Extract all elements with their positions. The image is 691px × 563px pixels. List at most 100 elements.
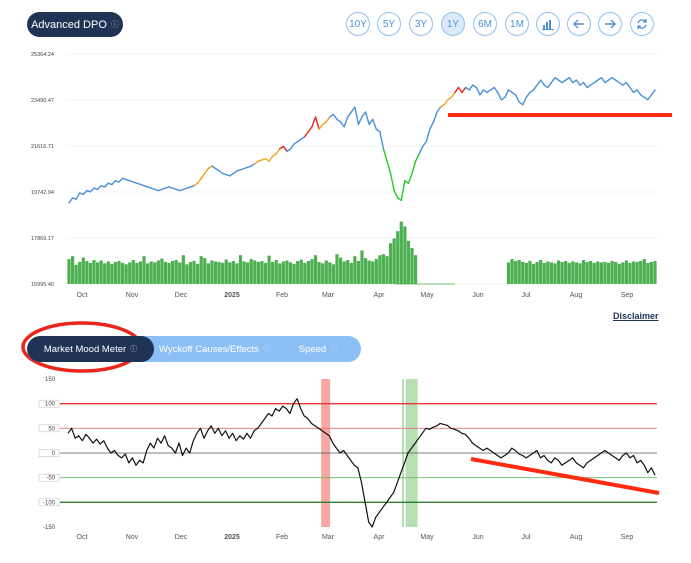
info-icon[interactable]: ⓘ (110, 20, 119, 29)
volume-bar (578, 263, 582, 284)
volume-bar (278, 263, 282, 284)
price-line-segment (550, 76, 556, 84)
x-tick-label: Nov (126, 534, 139, 541)
price-line-segment (536, 79, 542, 86)
volume-bar (585, 261, 589, 284)
price-line-segment (479, 89, 485, 96)
volume-bar (274, 260, 278, 284)
volume-bar (296, 260, 300, 284)
price-line-segment (600, 76, 606, 84)
y-tick-label: 150 (45, 377, 56, 383)
price-line-segment (372, 118, 377, 130)
price-line-segment (586, 84, 592, 89)
volume-bar (642, 259, 646, 284)
volume-bar (313, 255, 318, 284)
price-line-segment (554, 76, 560, 81)
price-line-segment (518, 101, 524, 106)
volume-bar (221, 262, 225, 284)
price-line-segment (400, 180, 406, 202)
price-line-segment (564, 76, 570, 81)
price-line-segment (489, 86, 495, 91)
volume-bar (231, 260, 235, 284)
volume-bar (188, 261, 193, 284)
volume-bar (571, 261, 575, 284)
x-tick-label: May (420, 292, 434, 299)
arrow-left-button[interactable] (567, 12, 591, 36)
x-tick-label: Sep (621, 292, 634, 299)
price-line-segment (82, 189, 88, 195)
range-button-1m[interactable]: 1M (505, 12, 529, 36)
volume-bar (117, 260, 121, 284)
price-line-segment (507, 89, 513, 94)
price-line-segment (118, 177, 124, 183)
x-tick-label: May (420, 534, 434, 541)
price-line-segment (504, 89, 510, 99)
volume-bar (178, 262, 182, 284)
advanced-dpo-label: Advanced DPO (31, 18, 107, 31)
volume-bar (103, 263, 107, 284)
price-line-segment (447, 96, 453, 101)
volume-bar (131, 260, 135, 284)
price-line-segment (611, 76, 617, 81)
price-line-segment (375, 128, 381, 133)
range-button-5y[interactable]: 5Y (377, 12, 401, 36)
price-line-segment (204, 167, 210, 175)
chart-type-button[interactable] (536, 12, 560, 36)
tab-wyckoff-causes-effects[interactable]: Wyckoff Causes/Effects ⓘ (154, 336, 275, 362)
y-tick-box (38, 449, 60, 457)
info-icon[interactable]: ⓘ (262, 346, 270, 353)
price-line-segment (614, 79, 620, 84)
volume-bar (542, 262, 546, 284)
volume-bar (535, 261, 539, 284)
x-tick-label: Jun (472, 534, 483, 541)
volume-bar (406, 240, 411, 284)
price-line-segment (607, 76, 613, 81)
range-button-10y[interactable]: 10Y (346, 12, 370, 36)
x-tick-label: 2025 (224, 292, 240, 299)
volume-bar (146, 263, 150, 284)
price-line-segment (350, 106, 356, 113)
volume-bar (553, 263, 557, 284)
info-icon[interactable]: ⓘ (130, 346, 138, 353)
tab-speed[interactable]: Speed ⓘ (275, 336, 361, 362)
volume-bar (267, 255, 271, 284)
price-line-segment (296, 138, 302, 143)
volume-bar (539, 260, 543, 284)
x-tick-label: Feb (276, 534, 288, 541)
price-line-segment (643, 96, 649, 101)
volume-bar (374, 259, 378, 284)
x-tick-label: Aug (570, 292, 583, 299)
disclaimer-link[interactable]: Disclaimer (613, 311, 659, 321)
volume-bar (185, 264, 189, 284)
volume-bar (160, 258, 164, 284)
volume-bar (564, 260, 568, 284)
price-line-segment (232, 170, 238, 175)
price-line-segment (343, 116, 349, 128)
refresh-icon (635, 17, 649, 31)
range-button-3y[interactable]: 3Y (409, 12, 433, 36)
x-tick-label: Apr (374, 534, 386, 541)
volume-bar (556, 260, 561, 284)
price-line-segment (361, 111, 367, 118)
range-button-6m[interactable]: 6M (473, 12, 497, 36)
price-line-segment (357, 116, 363, 126)
volume-bar (128, 262, 132, 284)
arrow-right-button[interactable] (598, 12, 622, 36)
volume-bar (621, 262, 625, 284)
y-tick-label: 19742.94 (31, 190, 54, 196)
price-line-segment (579, 81, 585, 86)
tab-market-mood-meter[interactable]: Market Mood Meter ⓘ (27, 336, 154, 362)
volume-bar (260, 260, 264, 284)
price-line-segment (432, 111, 438, 123)
y-tick-label: -50 (46, 476, 55, 482)
info-icon[interactable]: ⓘ (330, 346, 338, 353)
volume-bar (206, 263, 210, 284)
range-button-1y[interactable]: 1Y (441, 12, 465, 36)
volume-bar (285, 260, 289, 284)
advanced-dpo-title[interactable]: Advanced DPO ⓘ (27, 12, 123, 37)
price-line-segment (218, 170, 224, 175)
volume-bar (246, 262, 250, 284)
volume-bar (156, 260, 160, 284)
refresh-button[interactable] (630, 12, 654, 36)
price-line-segment (589, 81, 595, 86)
